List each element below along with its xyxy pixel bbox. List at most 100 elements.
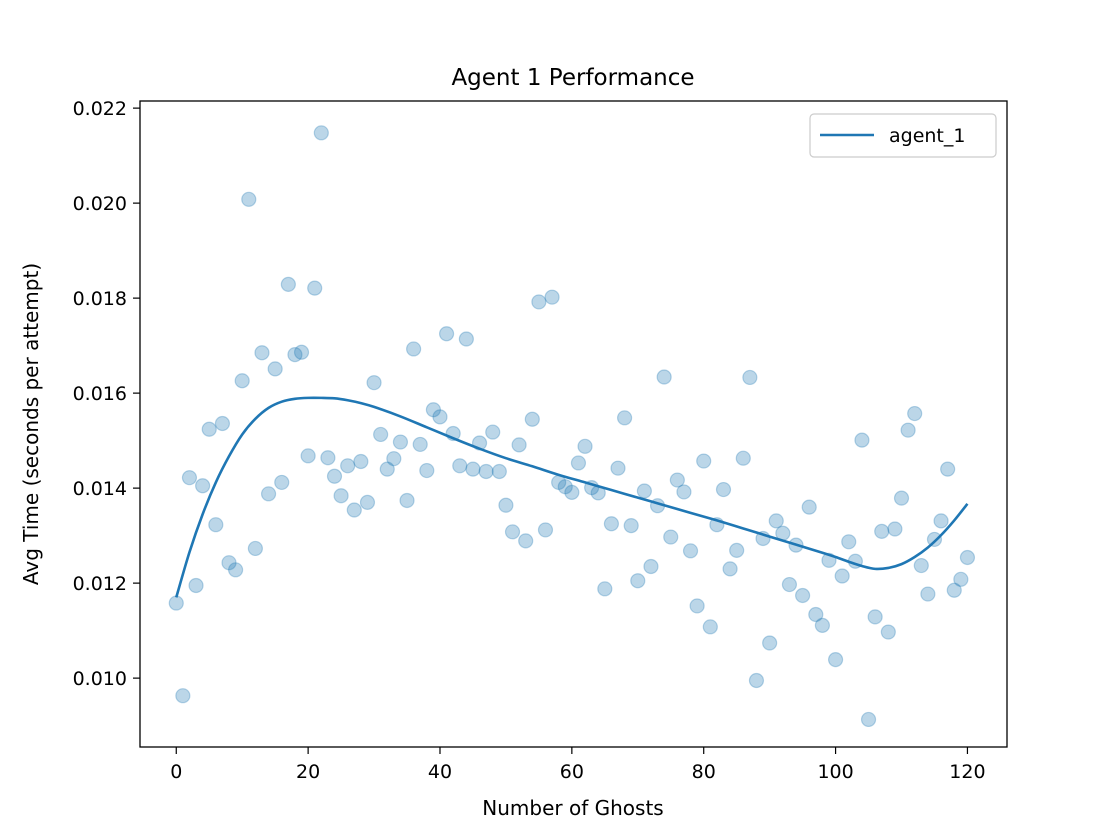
scatter-point [247, 540, 263, 557]
scatter-point [366, 375, 382, 391]
scatter-point [241, 191, 257, 207]
y-tick-label: 0.014 [73, 478, 127, 500]
scatter-point [689, 598, 705, 614]
scatter-point [636, 483, 652, 499]
chart-title: Agent 1 Performance [451, 65, 694, 91]
scatter-point [346, 502, 362, 518]
scatter-point [379, 461, 395, 477]
y-tick-label: 0.018 [73, 288, 127, 310]
scatter-point [260, 486, 277, 502]
x-tick-label: 40 [428, 761, 452, 783]
legend: agent_1 [809, 113, 997, 158]
scatter-point [557, 479, 573, 495]
scatter-point [188, 577, 204, 594]
scatter-point [399, 492, 415, 509]
scatter-point [326, 468, 343, 484]
scatter-point [933, 513, 949, 529]
scatter-point [597, 581, 613, 597]
scatter-point [663, 529, 679, 545]
scatter-point [313, 125, 329, 141]
scatter-point [676, 484, 692, 500]
scatter-point [748, 672, 765, 689]
scatter-point [465, 461, 481, 477]
scatter-point [228, 562, 244, 578]
scatter-point [900, 422, 916, 438]
scatter-point [841, 534, 857, 550]
scatter-point [425, 402, 441, 418]
scatter-point [735, 450, 751, 466]
x-tick-label: 0 [170, 761, 182, 783]
x-tick-label: 60 [560, 761, 584, 783]
scatter-point [603, 516, 620, 532]
scatter-point [359, 494, 376, 510]
scatter-point [293, 344, 310, 360]
scatter-point [926, 531, 943, 548]
scatter-point [333, 488, 349, 504]
scatter-point [801, 499, 817, 515]
scatter-point [485, 424, 501, 440]
scatter-point [234, 373, 250, 389]
scatter-point [860, 711, 877, 728]
scatter-point [307, 280, 323, 296]
scatter-point [630, 573, 646, 589]
y-tick-label: 0.010 [73, 668, 127, 690]
scatter-point [729, 542, 745, 558]
scatter-point [715, 481, 732, 498]
scatter-point [537, 522, 554, 538]
scatter-point [274, 474, 290, 491]
scatter-point [564, 484, 580, 500]
scatter-point [320, 450, 336, 466]
scatter-point [406, 341, 422, 357]
scatter-point [795, 587, 811, 604]
scatter-point [702, 619, 718, 635]
scatter-point [386, 451, 402, 467]
scatter-point [616, 410, 633, 426]
scatter-point [300, 448, 316, 464]
scatter-point [610, 460, 626, 476]
legend-label-agent-1: agent_1 [889, 125, 965, 147]
scatter-point [768, 513, 784, 529]
scatter-point [353, 453, 369, 470]
scatter-point [452, 458, 468, 474]
series-line-agent-1 [175, 396, 969, 598]
scatter-point [893, 490, 910, 506]
scatter-point [696, 453, 712, 469]
scatter-point [168, 595, 184, 611]
scatter-point [643, 558, 659, 575]
scatter-point [887, 521, 903, 537]
x-tick-label: 100 [817, 761, 853, 783]
scatter-point [577, 438, 593, 454]
y-tick-label: 0.012 [73, 573, 127, 595]
scatter-point [623, 518, 639, 534]
scatter-point [208, 517, 224, 533]
scatter-point [412, 436, 428, 453]
scatter-point [524, 411, 540, 427]
scatter-point [940, 461, 956, 477]
scatter-point [953, 571, 969, 587]
scatter-point [834, 568, 850, 584]
scatter-point [682, 543, 699, 559]
scatter-point [808, 606, 824, 623]
scatter-point [880, 624, 896, 640]
scatter-point [907, 405, 923, 422]
scatter-point [181, 470, 198, 486]
plot-frame [139, 100, 1008, 748]
scatter-point [458, 331, 474, 347]
scatter-point [419, 462, 435, 479]
scatter-point [867, 609, 883, 625]
scatter-point [214, 415, 231, 432]
scatter-point [175, 688, 191, 704]
scatter-point [392, 434, 409, 450]
trend-line [175, 396, 969, 598]
legend-box [809, 113, 997, 158]
x-axis-ticks: 0 20 40 60 80 100 120 [170, 747, 986, 783]
scatter-point [373, 426, 389, 443]
scatter-point [669, 472, 685, 488]
y-tick-label: 0.022 [73, 98, 127, 120]
scatter-point [959, 549, 976, 566]
x-tick-label: 80 [692, 761, 716, 783]
x-tick-label: 120 [949, 761, 985, 783]
scatter-point [195, 478, 211, 494]
scatter-point [511, 437, 527, 453]
